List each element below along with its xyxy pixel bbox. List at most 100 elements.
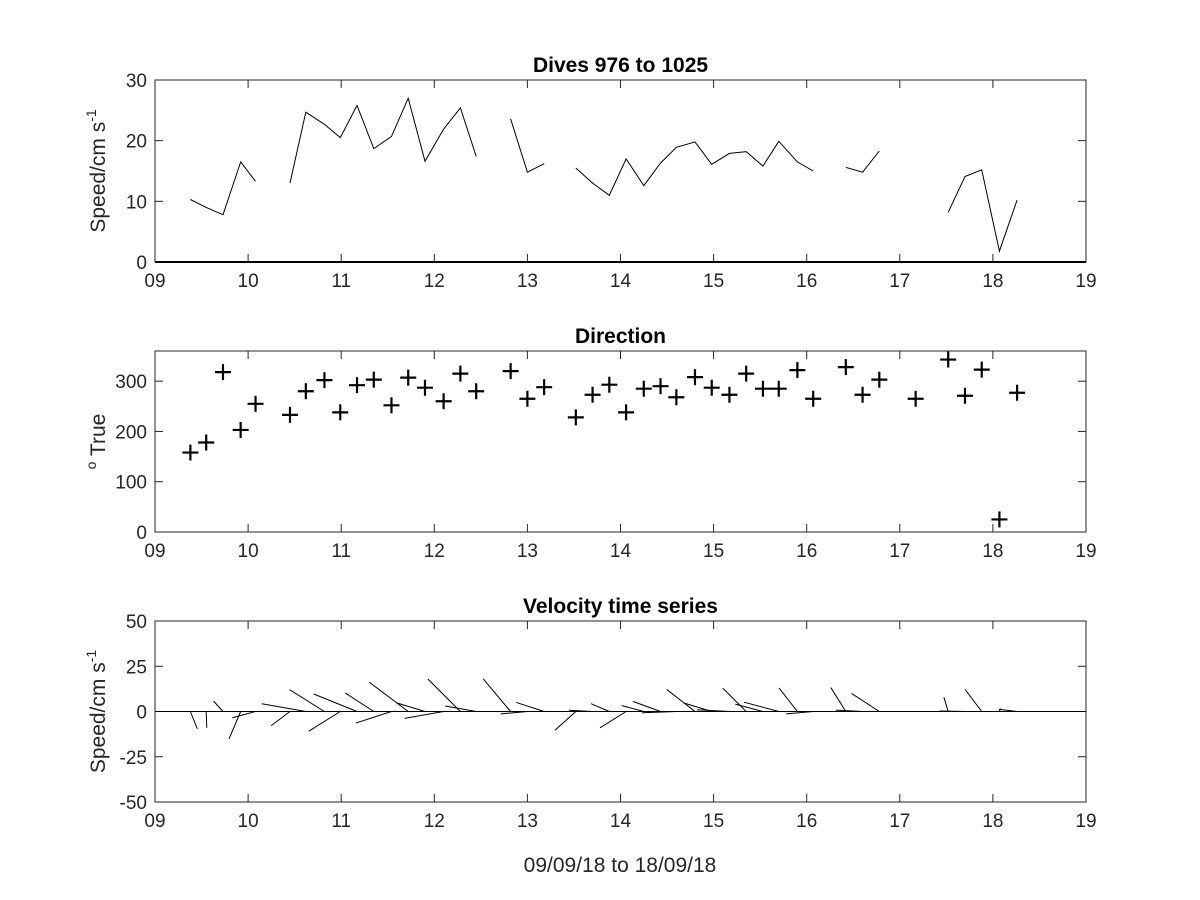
velocity-velocity-stick [943, 697, 949, 712]
velocity-velocity-stick [722, 687, 747, 712]
direction-ytick-label: 0 [136, 523, 147, 544]
direction-plus-marker [635, 380, 652, 397]
velocity-velocity-stick [569, 709, 593, 712]
velocity-velocity-stick [830, 687, 847, 712]
direction-plus-marker [435, 393, 452, 410]
dives-speed-line-segment [289, 96, 477, 184]
direction-plus-marker [400, 369, 417, 386]
direction-axes-box [154, 350, 1087, 533]
dives-panel: Dives 976 to 1025 09 10 11 12 13 14 15 16 17 18 19 0… [83, 54, 1097, 292]
velocity-xtick-label: 15 [703, 811, 724, 832]
direction-plus-marker [854, 386, 871, 403]
velocity-velocity-stick [851, 693, 880, 712]
direction-plus-marker [652, 378, 669, 395]
velocity-ytick-label: 50 [126, 612, 147, 633]
velocity-velocity-stick [445, 705, 477, 712]
direction-xtick-label: 17 [889, 541, 910, 562]
direction-plus-marker [198, 434, 215, 451]
direction-title: Direction [575, 325, 666, 348]
dives-xtick-label: 15 [703, 271, 724, 292]
velocity-velocity-stick [396, 702, 426, 712]
velocity-velocity-stick [368, 681, 409, 712]
velocity-velocity-stick [345, 692, 375, 712]
direction-plus-marker [738, 365, 755, 382]
velocity-xtick-label: 10 [238, 811, 259, 832]
velocity-velocity-stick [516, 701, 545, 712]
dives-ytick-label: 30 [126, 71, 147, 92]
velocity-velocity-stick [270, 711, 291, 727]
direction-plus-marker [940, 351, 957, 368]
direction-ytick-label: 200 [115, 422, 147, 443]
direction-plus-marker [703, 379, 720, 396]
direction-xtick-label: 16 [796, 541, 817, 562]
velocity-velocity-stick [308, 711, 341, 732]
velocity-xtick-label: 16 [796, 811, 817, 832]
direction-plus-marker [805, 390, 822, 407]
dives-speed-line-segment [510, 118, 545, 173]
velocity-velocity-stick [835, 709, 863, 712]
x-axis-label: 09/09/18 to 18/09/18 [524, 854, 717, 877]
direction-plus-marker [837, 359, 854, 376]
direction-plus-marker [601, 376, 618, 393]
direction-plus-marker [991, 511, 1008, 528]
direction-plus-marker [871, 371, 888, 388]
direction-plus-marker [907, 390, 924, 407]
direction-y-axis-label: o True [83, 414, 110, 470]
velocity-xtick-label: 19 [1075, 811, 1096, 832]
dives-speed-line-segment [190, 160, 256, 216]
direction-plus-marker [365, 371, 382, 388]
velocity-velocity-stick [590, 703, 610, 712]
dives-y-axis-label: Speed/cm s-1 [83, 109, 110, 233]
dives-xtick-label: 19 [1075, 271, 1096, 292]
direction-plus-marker [281, 406, 298, 423]
direction-xtick-label: 18 [982, 541, 1003, 562]
velocity-velocity-stick [666, 689, 696, 712]
direction-ytick-label: 100 [115, 473, 147, 494]
velocity-xtick-label: 13 [517, 811, 538, 832]
velocity-velocity-stick [500, 711, 528, 715]
direction-xtick-label: 14 [610, 541, 632, 562]
direction-plus-marker [754, 380, 771, 397]
direction-plus-marker [182, 444, 199, 461]
velocity-velocity-stick [642, 711, 677, 714]
velocity-velocity-stick [778, 687, 798, 712]
velocity-panel: Velocity time series 09 10 11 12 13 14 15 16 17 18… [83, 595, 1097, 832]
velocity-velocity-stick [735, 703, 764, 712]
direction-plus-marker [502, 363, 519, 380]
direction-plus-marker [316, 372, 333, 389]
direction-plus-marker [416, 379, 433, 396]
velocity-velocity-stick [355, 711, 392, 724]
direction-plus-marker [584, 386, 601, 403]
direction-plus-marker [668, 389, 685, 406]
velocity-xtick-label: 14 [610, 811, 632, 832]
velocity-velocity-stick [964, 689, 983, 712]
velocity-velocity-stick [289, 689, 325, 712]
dives-speed-line-segment [845, 150, 880, 173]
velocity-velocity-stick [482, 678, 512, 712]
direction-xtick-label: 12 [424, 541, 445, 562]
velocity-velocity-stick [786, 711, 814, 715]
velocity-velocity-stick [313, 693, 358, 712]
velocity-ytick-label: 25 [126, 657, 147, 678]
velocity-ytick-label: -25 [120, 748, 147, 769]
dives-xtick-label: 12 [424, 271, 445, 292]
direction-plus-marker [956, 387, 973, 404]
direction-plus-marker [1009, 384, 1026, 401]
direction-plus-marker [789, 362, 806, 379]
direction-plus-marker [332, 404, 349, 421]
dives-speed-line-segment [575, 140, 814, 197]
direction-plus-marker [686, 369, 703, 386]
direction-plus-marker [567, 409, 584, 426]
velocity-velocity-stick [213, 700, 224, 712]
velocity-y-axis-label: Speed/cm s-1 [83, 650, 110, 774]
direction-plus-marker [247, 395, 264, 412]
dives-speed-line-segment [947, 169, 1018, 253]
dives-xtick-label: 09 [144, 271, 165, 292]
velocity-velocity-stick [404, 711, 444, 719]
dives-xtick-label: 10 [238, 271, 259, 292]
direction-panel: Direction 09 10 11 12 13 14 15 16 17 18 19 0 100 200 30… [83, 325, 1097, 562]
direction-xtick-label: 13 [517, 541, 538, 562]
direction-plus-marker [349, 377, 366, 394]
direction-plus-marker [536, 379, 553, 396]
